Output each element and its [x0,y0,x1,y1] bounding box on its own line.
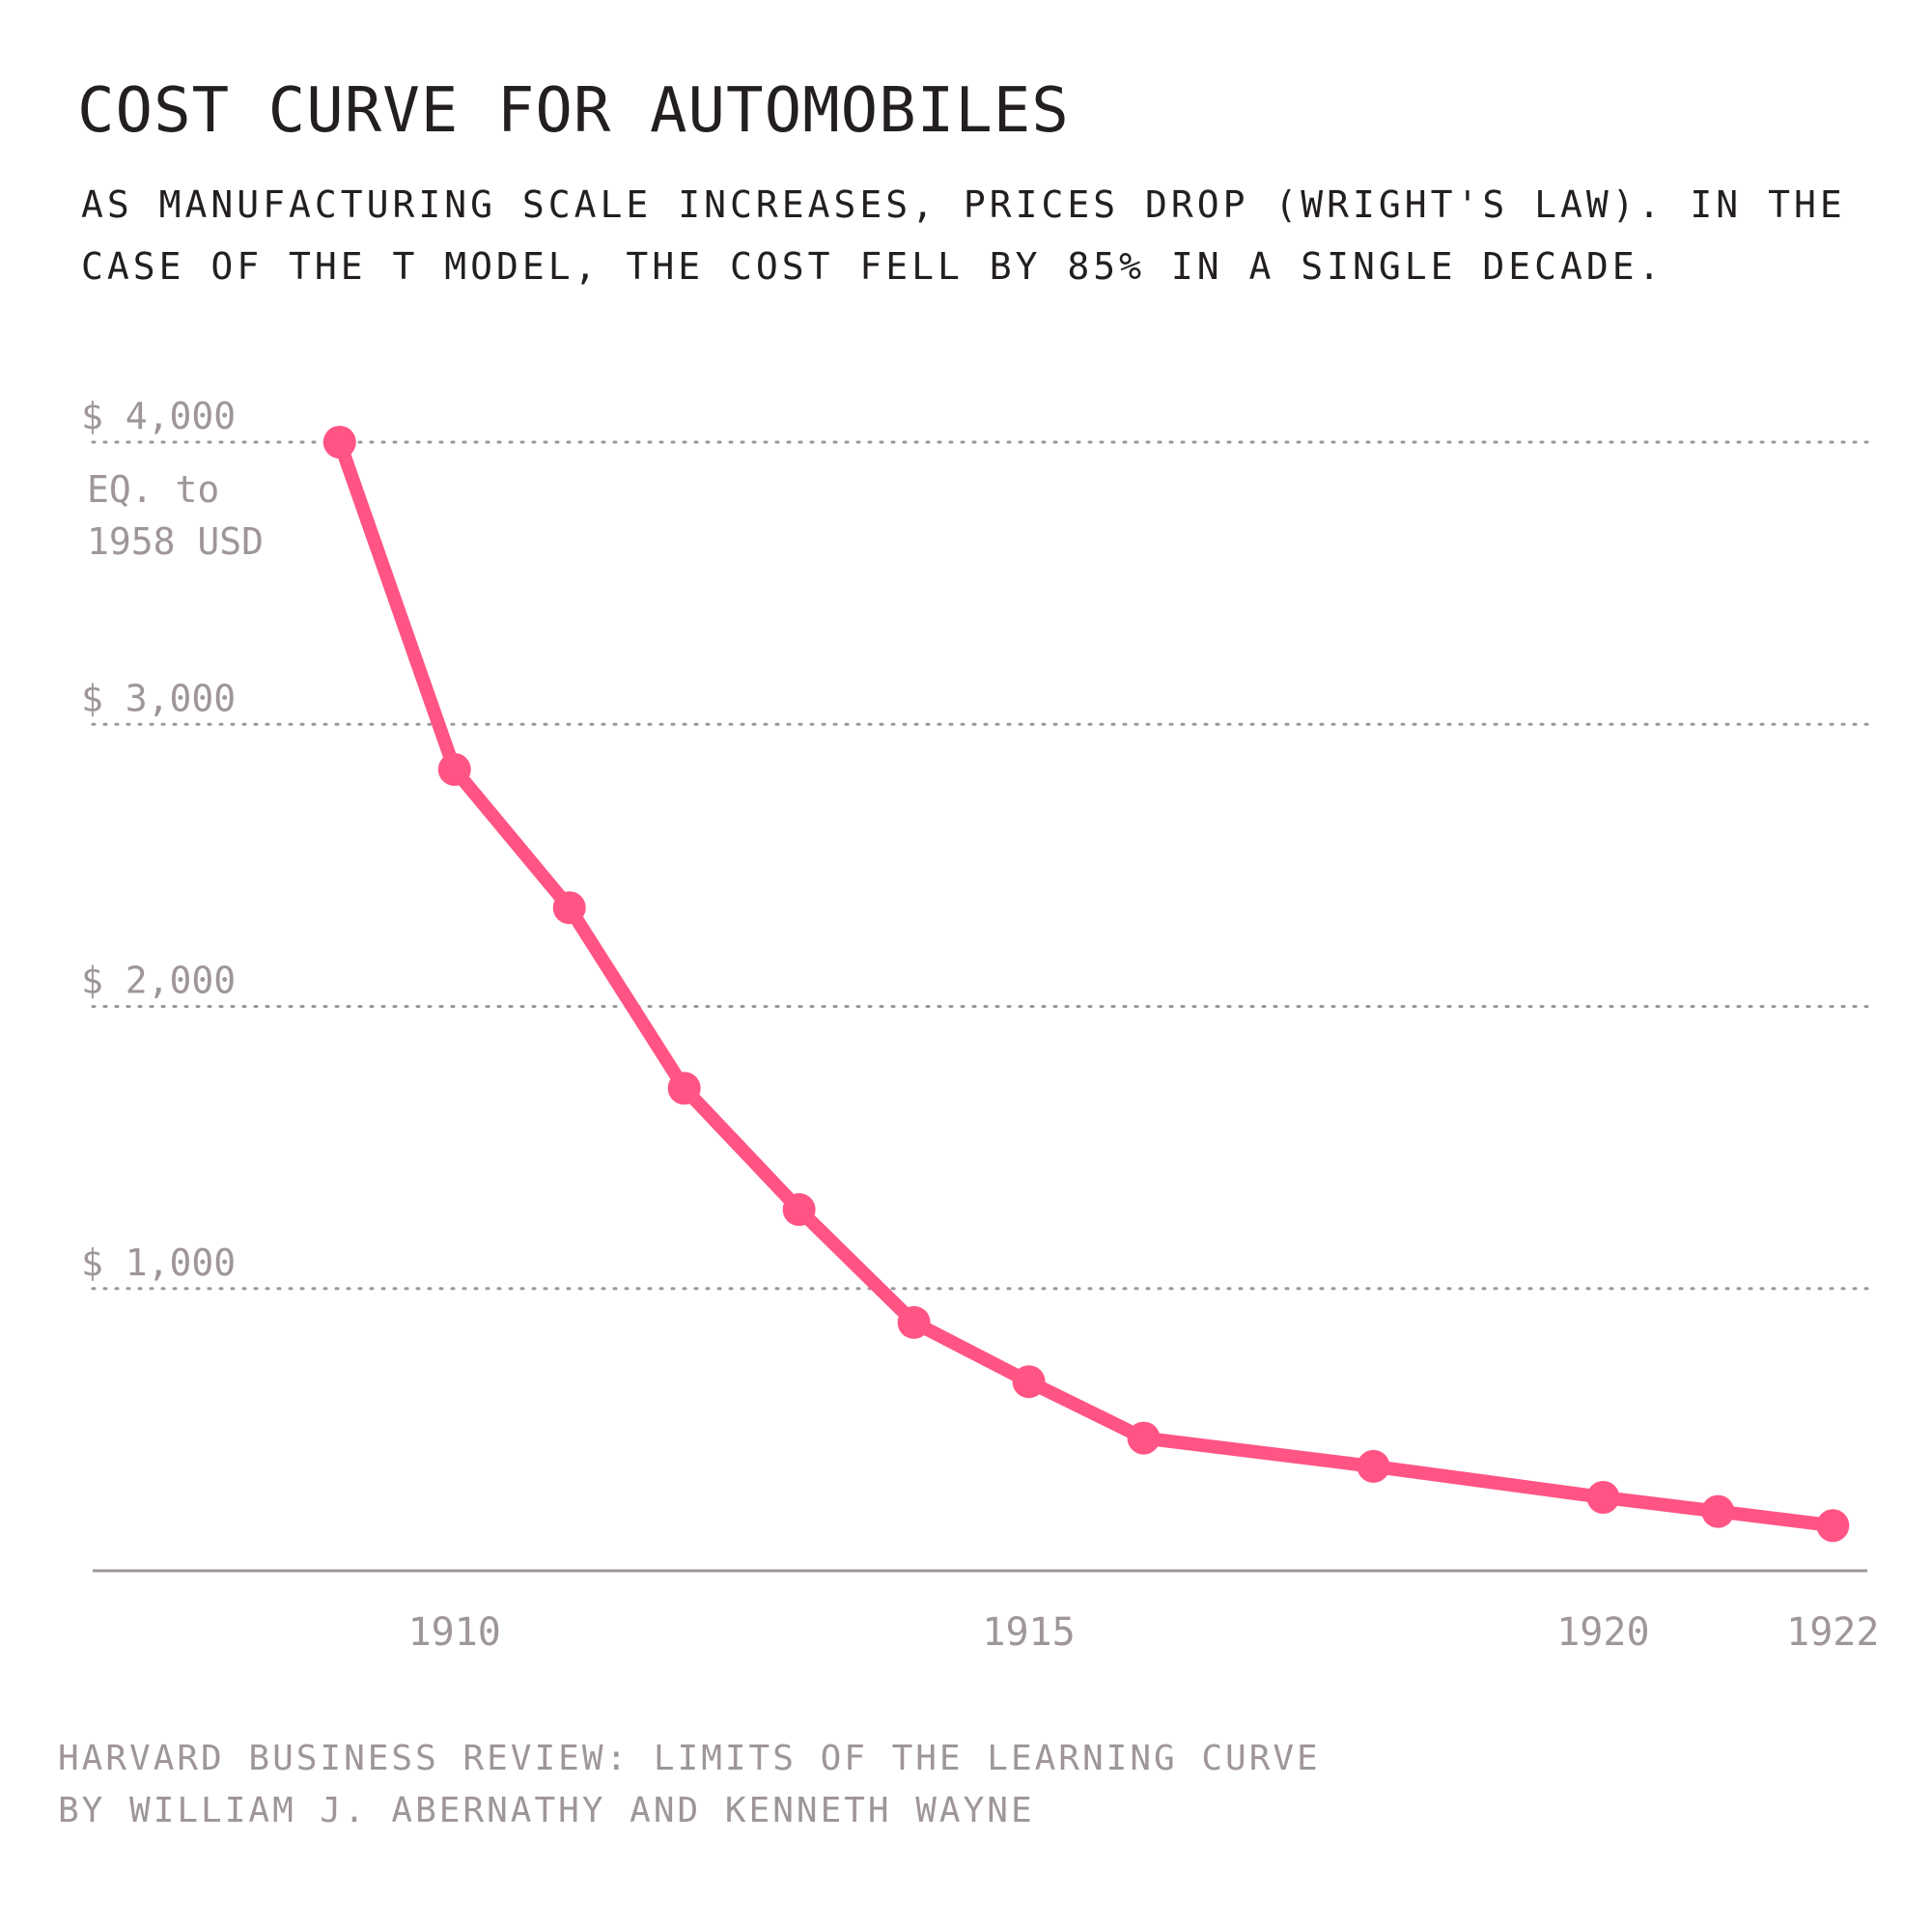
chart-title: COST CURVE FOR AUTOMOBILES [77,75,1070,147]
data-point-1916 [1127,1421,1161,1455]
series-line [332,435,1840,1533]
subtitle-line-1: AS MANUFACTURING SCALE INCREASES, PRICES… [81,183,1846,226]
data-point-1915 [1012,1365,1046,1399]
data-point-1911 [552,891,586,925]
data-point-1914 [897,1305,931,1339]
data-point-1912 [667,1072,701,1105]
subtitle-line-2: CASE OF THE T MODEL, THE COST FELL BY 85… [81,245,1665,288]
data-point-1918 [1357,1449,1390,1483]
y-tick-label-1000: $ 1,000 [81,1242,236,1284]
chart-subtitle: AS MANUFACTURING SCALE INCREASES, PRICES… [81,174,1896,297]
data-point-1920 [1586,1481,1620,1515]
y-tick-label-4000: $ 4,000 [81,395,236,437]
y-axis-unit-label-line-1: EQ. to [87,468,219,511]
y-axis-unit-label-line-2: 1958 USD [87,520,264,563]
y-tick-label-2000: $ 2,000 [81,960,236,1002]
data-point-1909 [322,426,356,459]
source-credit: HARVARD BUSINESS REVIEW: LIMITS OF THE L… [58,1733,1321,1837]
data-point-1910 [437,753,471,787]
y-tick-label-3000: $ 3,000 [81,677,236,719]
source-line-1: HARVARD BUSINESS REVIEW: LIMITS OF THE L… [58,1739,1321,1778]
x-tick-label-1910: 1910 [408,1610,501,1655]
x-tick-label-1915: 1915 [982,1610,1075,1655]
data-point-1913 [782,1192,816,1226]
x-tick-label-1920: 1920 [1556,1610,1649,1655]
data-point-1921 [1701,1494,1735,1528]
data-point-1922 [1816,1509,1850,1543]
source-line-2: BY WILLIAM J. ABERNATHY AND KENNETH WAYN… [58,1791,1035,1830]
x-tick-label-1922: 1922 [1786,1610,1879,1655]
